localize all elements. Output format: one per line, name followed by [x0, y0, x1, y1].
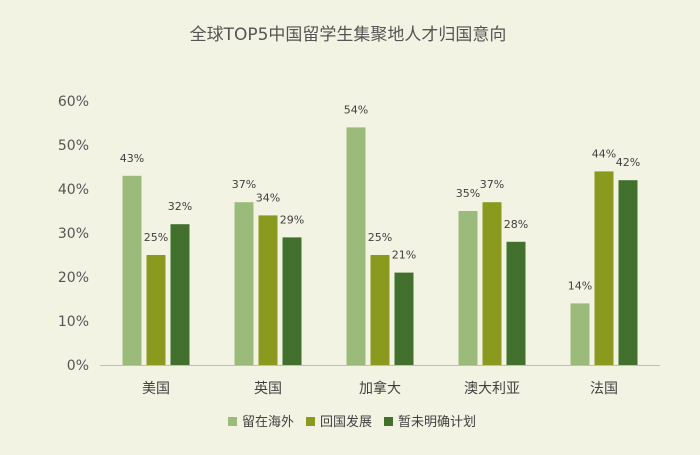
chart-title: 全球TOP5中国留学生集聚地人才归国意向 [190, 25, 507, 45]
bar-value-label: 42% [616, 156, 640, 169]
x-category-label: 法国 [590, 381, 618, 397]
bar [146, 255, 166, 365]
bar-value-label: 43% [120, 152, 144, 165]
bar [394, 272, 414, 365]
bar-value-label: 21% [392, 249, 416, 262]
x-category-label: 加拿大 [359, 380, 401, 397]
legend-label: 暂未明确计划 [398, 415, 476, 430]
bar [506, 241, 526, 365]
legend-swatch [228, 417, 237, 426]
legend-swatch [384, 417, 393, 426]
legend-item: 留在海外 [228, 415, 294, 430]
data-labels-group: 43%25%32%37%34%29%54%25%21%35%37%28%14%4… [120, 103, 640, 292]
bars-group [122, 127, 638, 366]
legend-item: 回国发展 [306, 414, 372, 430]
bar [370, 255, 390, 365]
bar-value-label: 34% [256, 191, 280, 204]
legend-label: 回国发展 [320, 414, 372, 430]
y-tick-label: 40% [58, 182, 89, 198]
bar-value-label: 35% [456, 187, 480, 200]
bar-value-label: 54% [344, 103, 368, 116]
legend-swatch [306, 417, 315, 426]
bar-value-label: 14% [568, 279, 592, 292]
legend: 留在海外 回国发展 暂未明确计划 [228, 414, 476, 430]
bar [346, 127, 366, 366]
bar-value-label: 37% [232, 178, 256, 191]
bar [122, 175, 142, 365]
bar [594, 171, 614, 365]
x-category-label: 英国 [254, 380, 282, 397]
x-axis: 美国 英国 加拿大 澳大利亚 法国 [100, 365, 660, 397]
bar [482, 202, 502, 365]
bar [282, 237, 302, 365]
bar [234, 202, 254, 365]
y-tick-label: 0% [67, 358, 89, 374]
bar-value-label: 29% [280, 213, 304, 226]
y-tick-label: 20% [58, 270, 89, 286]
bar-value-label: 28% [504, 218, 528, 231]
y-tick-label: 60% [58, 94, 89, 110]
bar [170, 224, 190, 365]
x-category-label: 美国 [142, 381, 170, 397]
bar-value-label: 25% [368, 231, 392, 244]
legend-item: 暂未明确计划 [384, 415, 476, 430]
bar-value-label: 25% [144, 231, 168, 244]
x-category-label: 澳大利亚 [464, 381, 520, 397]
bar [258, 215, 278, 365]
bar [618, 180, 638, 365]
bar [570, 303, 590, 365]
legend-label: 留在海外 [242, 415, 294, 430]
y-axis: 0% 10% 20% 30% 40% 50% 60% [58, 94, 89, 374]
bar-value-label: 32% [168, 200, 192, 213]
bar-value-label: 44% [592, 147, 616, 160]
y-tick-label: 50% [58, 138, 89, 154]
y-tick-label: 10% [58, 314, 89, 330]
bar-value-label: 37% [480, 178, 504, 191]
y-tick-label: 30% [58, 226, 89, 242]
bar [458, 211, 478, 365]
